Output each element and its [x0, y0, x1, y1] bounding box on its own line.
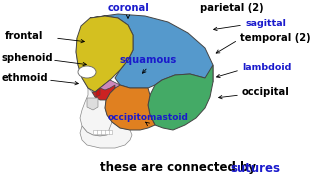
Text: squamous: squamous — [119, 55, 177, 65]
Text: temporal (2): temporal (2) — [240, 33, 311, 43]
Text: sphenoid: sphenoid — [2, 53, 54, 63]
Polygon shape — [76, 38, 115, 136]
Text: parietal (2): parietal (2) — [200, 3, 264, 13]
Polygon shape — [92, 80, 115, 100]
Text: occipitomastoid: occipitomastoid — [108, 114, 188, 123]
Text: sagittal: sagittal — [245, 19, 286, 28]
Text: these are connected by: these are connected by — [100, 161, 260, 174]
Text: occipital: occipital — [242, 87, 290, 97]
Text: lambdoid: lambdoid — [242, 64, 292, 73]
Polygon shape — [148, 65, 213, 130]
Polygon shape — [93, 130, 112, 134]
Text: sutures: sutures — [230, 161, 280, 174]
Text: coronal: coronal — [107, 3, 149, 13]
Polygon shape — [105, 85, 155, 130]
Polygon shape — [90, 14, 213, 88]
Polygon shape — [96, 88, 100, 97]
Text: ethmoid: ethmoid — [2, 73, 49, 83]
Text: frontal: frontal — [5, 31, 44, 41]
Polygon shape — [80, 122, 132, 148]
Polygon shape — [100, 80, 120, 90]
Polygon shape — [87, 98, 98, 110]
Ellipse shape — [78, 66, 96, 78]
Polygon shape — [76, 16, 133, 92]
